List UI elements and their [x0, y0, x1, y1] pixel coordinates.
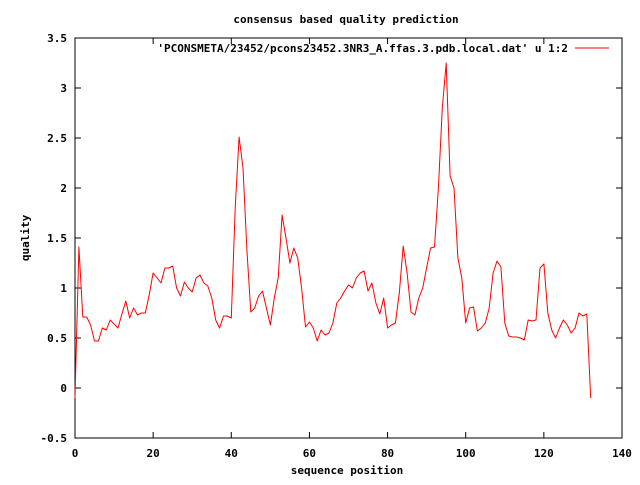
x-tick-label: 100	[456, 447, 476, 460]
y-tick-label: 2.5	[47, 132, 67, 145]
y-tick-label: 0.5	[47, 332, 67, 345]
y-tick-label: 3	[60, 82, 67, 95]
y-tick-label: 1	[60, 282, 67, 295]
series-line	[74, 62, 592, 399]
x-tick-label: 60	[303, 447, 316, 460]
legend-label: 'PCONSMETA/23452/pcons23452.3NR3_A.ffas.…	[157, 42, 568, 55]
y-tick-label: 1.5	[47, 232, 67, 245]
x-tick-label: 80	[381, 447, 394, 460]
y-tick-label: 0	[60, 382, 67, 395]
y-tick-label: 2	[60, 182, 67, 195]
legend: 'PCONSMETA/23452/pcons23452.3NR3_A.ffas.…	[157, 42, 609, 55]
x-tick-label: 0	[72, 447, 79, 460]
y-axis-label: quality	[19, 214, 32, 261]
x-tick-label: 40	[225, 447, 238, 460]
plot-frame	[74, 37, 623, 439]
x-tick-label: 20	[147, 447, 160, 460]
y-tick-label: 3.5	[47, 32, 67, 45]
x-tick-label: 140	[612, 447, 632, 460]
axis-ticks: 0 20 40 60 80 100 120 140 -0.5 0 0.5 1 1.5 2 2.5 3 3.5	[41, 32, 632, 460]
y-tick-label: -0.5	[41, 432, 68, 445]
x-axis-label: sequence position	[291, 464, 404, 477]
x-tick-label: 120	[534, 447, 554, 460]
chart-title: consensus based quality prediction	[233, 13, 458, 26]
series-group	[74, 62, 592, 399]
